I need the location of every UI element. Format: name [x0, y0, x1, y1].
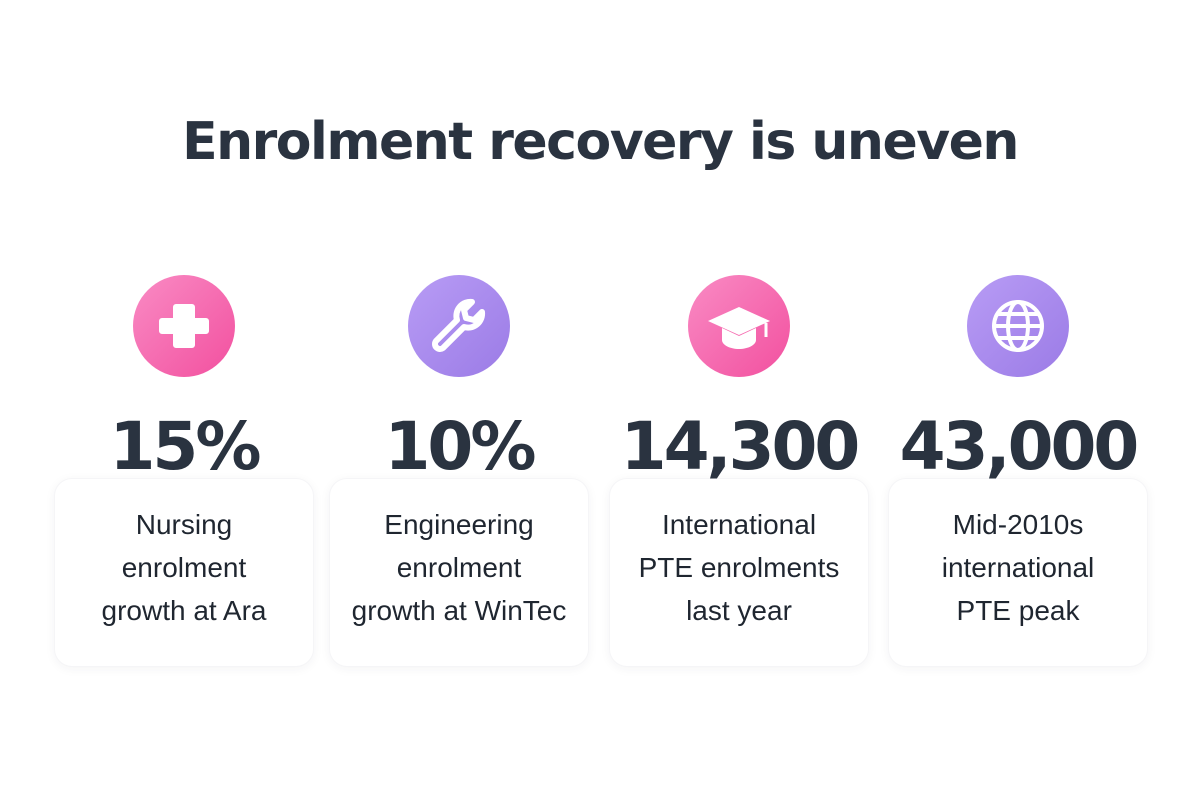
- stat-label: International PTE enrolments last year: [609, 503, 869, 632]
- label-line: Nursing: [135, 509, 233, 540]
- label-line: last year: [686, 595, 792, 626]
- label-line: Engineering: [384, 509, 534, 540]
- label-line: international: [941, 552, 1095, 583]
- medical-icon: [133, 275, 235, 377]
- stat-value: 14,300: [620, 408, 861, 485]
- card-background: [329, 478, 589, 667]
- label-line: PTE enrolments: [638, 552, 840, 583]
- label-line: enrolment: [121, 552, 247, 583]
- globe-icon: [967, 275, 1069, 377]
- stat-card: 14,300 International PTE enrolments last…: [609, 275, 869, 667]
- card-background: [888, 478, 1148, 667]
- wrench-icon: [408, 275, 510, 377]
- stat-label: Nursing enrolment growth at Ara: [54, 503, 314, 632]
- label-line: growth at WinTec: [351, 595, 567, 626]
- label-line: Mid-2010s: [952, 509, 1084, 540]
- stat-label: Mid-2010s international PTE peak: [888, 503, 1148, 632]
- stat-card: 10% Engineering enrolment growth at WinT…: [329, 275, 589, 667]
- label-line: International: [661, 509, 817, 540]
- card-background: [609, 478, 869, 667]
- label-line: enrolment: [396, 552, 522, 583]
- stat-label: Engineering enrolment growth at WinTec: [329, 503, 589, 632]
- graduation-icon: [688, 275, 790, 377]
- stat-card: 15% Nursing enrolment growth at Ara: [54, 275, 314, 667]
- stat-card: 43,000 Mid-2010s international PTE peak: [888, 275, 1148, 667]
- stat-value: 43,000: [899, 408, 1140, 485]
- card-background: [54, 478, 314, 667]
- stat-value: 10%: [384, 408, 537, 485]
- label-line: growth at Ara: [101, 595, 267, 626]
- title: Enrolment recovery is uneven: [182, 112, 1019, 172]
- stat-value: 15%: [109, 408, 262, 485]
- label-line: PTE peak: [956, 595, 1080, 626]
